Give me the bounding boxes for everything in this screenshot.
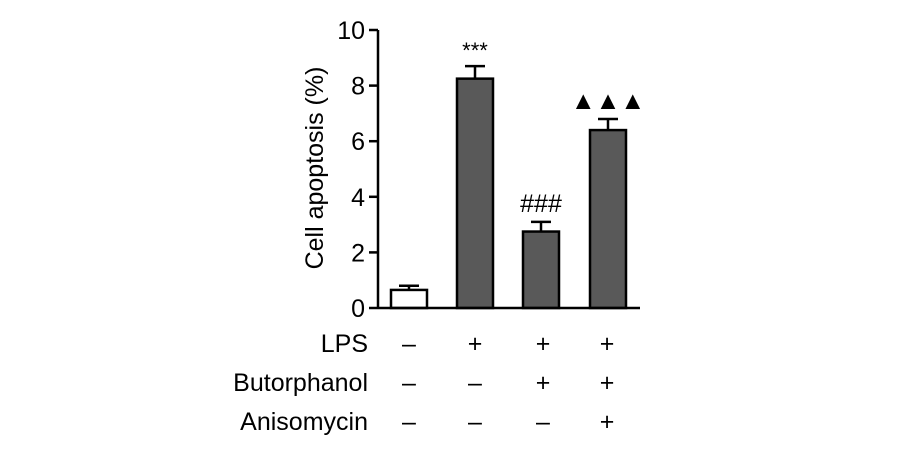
minus-sign: – [402,330,416,358]
bars: *** ### ▲▲▲ [378,38,645,310]
minus-sign: – [402,408,416,436]
significance-label: ▲▲▲ [571,87,645,115]
y-tick-label: 2 [351,239,365,267]
plus-sign: + [600,408,615,436]
y-axis: 0 2 4 6 8 10 [337,17,380,323]
y-tick-label: 8 [351,73,365,101]
bar [588,128,628,310]
minus-sign: – [402,369,416,397]
treatment-table: LPS – + + + Butorphanol – – + + Anisomycin – – – + [233,330,614,436]
plus-sign: + [600,330,615,358]
significance-label: ### [520,190,562,218]
y-tick-label: 0 [351,295,365,323]
bar [455,77,495,310]
y-axis-label: Cell apoptosis (%) [301,67,329,270]
plus-sign: + [536,369,551,397]
bar [521,230,561,310]
plus-sign: + [600,369,615,397]
bar [389,288,429,310]
minus-sign: – [536,408,550,436]
y-tick-label: 10 [337,17,365,45]
significance-label: *** [462,38,488,63]
treatment-label: LPS [321,330,368,358]
minus-sign: – [468,369,482,397]
treatment-label: Butorphanol [233,369,368,397]
y-tick-label: 4 [351,184,365,212]
y-tick-label: 6 [351,128,365,156]
plus-sign: + [468,330,483,358]
plus-sign: + [536,330,551,358]
treatment-label: Anisomycin [240,408,368,436]
minus-sign: – [468,408,482,436]
